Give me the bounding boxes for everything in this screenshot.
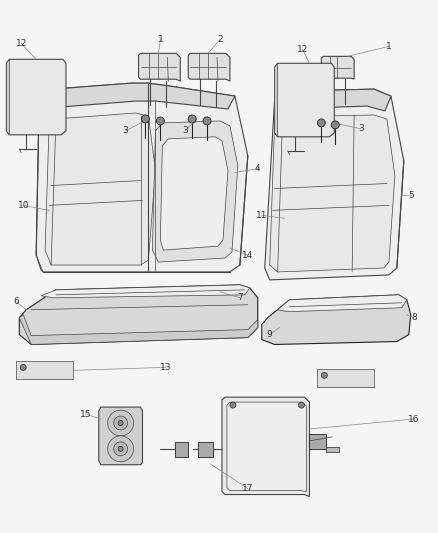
- Text: 16: 16: [408, 415, 420, 424]
- Text: 5: 5: [408, 191, 413, 200]
- Polygon shape: [326, 447, 339, 452]
- Polygon shape: [152, 121, 238, 262]
- Text: 11: 11: [256, 211, 268, 220]
- Text: 2: 2: [217, 35, 223, 44]
- Polygon shape: [262, 295, 411, 344]
- Text: 9: 9: [267, 330, 272, 339]
- Polygon shape: [265, 89, 404, 280]
- Polygon shape: [188, 53, 230, 81]
- Circle shape: [331, 121, 339, 129]
- Polygon shape: [41, 285, 250, 298]
- Polygon shape: [16, 361, 73, 379]
- Circle shape: [156, 117, 164, 125]
- Circle shape: [114, 416, 127, 430]
- Polygon shape: [19, 285, 258, 344]
- Polygon shape: [175, 442, 188, 457]
- Polygon shape: [160, 137, 228, 250]
- Circle shape: [321, 373, 327, 378]
- Polygon shape: [275, 89, 391, 111]
- Text: 1: 1: [158, 35, 163, 44]
- Polygon shape: [99, 407, 142, 465]
- Circle shape: [188, 115, 196, 123]
- Text: 13: 13: [159, 363, 171, 372]
- Polygon shape: [222, 397, 309, 497]
- Polygon shape: [227, 402, 307, 491]
- Polygon shape: [53, 83, 235, 109]
- Circle shape: [298, 402, 304, 408]
- Text: 10: 10: [18, 201, 29, 210]
- Text: 1: 1: [386, 42, 392, 51]
- Circle shape: [203, 117, 211, 125]
- Text: 3: 3: [182, 126, 188, 135]
- Circle shape: [118, 421, 123, 425]
- Polygon shape: [278, 295, 407, 312]
- Circle shape: [114, 442, 127, 456]
- Polygon shape: [36, 83, 248, 272]
- Circle shape: [118, 446, 123, 451]
- Polygon shape: [198, 442, 213, 457]
- Circle shape: [108, 436, 134, 462]
- Polygon shape: [138, 53, 180, 81]
- Polygon shape: [275, 63, 334, 137]
- Polygon shape: [270, 115, 395, 272]
- Circle shape: [230, 402, 236, 408]
- Text: 15: 15: [80, 409, 92, 418]
- Polygon shape: [321, 56, 354, 79]
- Text: 3: 3: [123, 126, 128, 135]
- Polygon shape: [7, 59, 66, 135]
- Circle shape: [141, 115, 149, 123]
- Circle shape: [108, 410, 134, 436]
- Text: 17: 17: [242, 484, 254, 493]
- Polygon shape: [7, 59, 9, 135]
- Text: 14: 14: [242, 251, 254, 260]
- Text: 4: 4: [255, 164, 261, 173]
- Polygon shape: [19, 314, 258, 344]
- Text: 8: 8: [411, 313, 417, 322]
- Text: 12: 12: [297, 45, 308, 54]
- Polygon shape: [45, 113, 155, 265]
- Polygon shape: [275, 63, 278, 137]
- Circle shape: [318, 119, 325, 127]
- Circle shape: [20, 365, 26, 370]
- Text: 7: 7: [237, 293, 243, 302]
- Polygon shape: [318, 369, 374, 387]
- Text: 12: 12: [16, 39, 27, 48]
- Text: 3: 3: [358, 124, 364, 133]
- Polygon shape: [309, 434, 326, 449]
- Text: 6: 6: [14, 297, 19, 306]
